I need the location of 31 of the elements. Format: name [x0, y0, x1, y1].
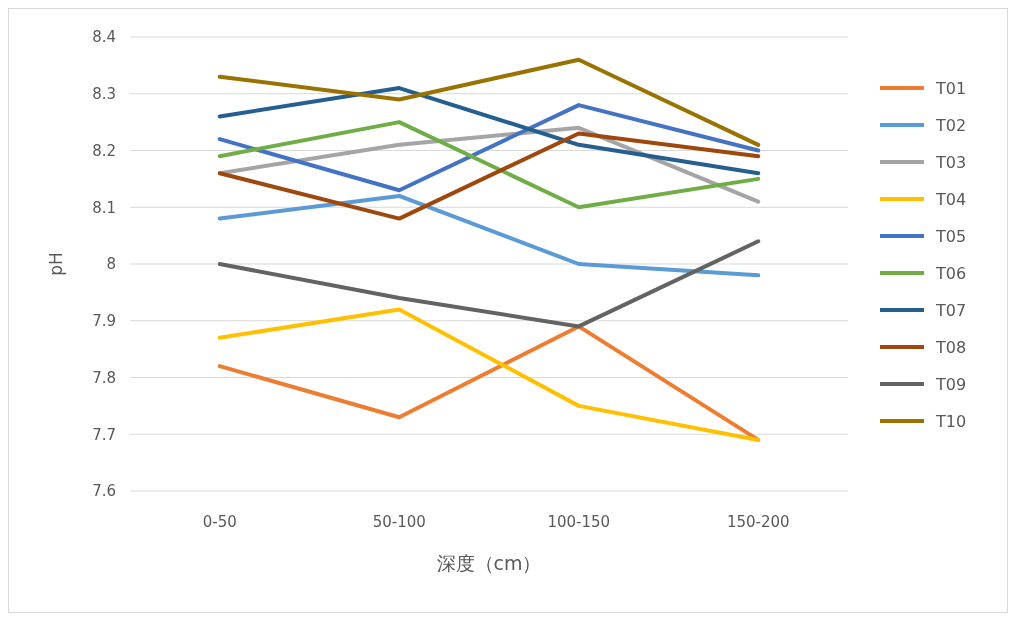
y-tick-label: 8.4	[92, 28, 116, 47]
legend-label: T01	[935, 78, 967, 98]
legend-label: T07	[935, 300, 967, 320]
legend-label: T04	[935, 189, 967, 209]
x-axis-title: 深度（cm）	[436, 552, 542, 574]
line-series	[217, 86, 761, 176]
line-series	[217, 193, 761, 278]
y-tick-label: 7.9	[92, 312, 116, 330]
y-tick-label: 7.7	[92, 425, 116, 444]
legend-label: T09	[935, 374, 967, 394]
x-tick-label: 100-150	[547, 513, 611, 531]
line-series	[217, 103, 761, 193]
legend-label: T03	[935, 152, 967, 172]
legend-label: T08	[935, 337, 967, 357]
x-tick-label: 150-200	[726, 513, 790, 531]
y-tick-label: 7.6	[92, 482, 116, 501]
legend-label: T05	[935, 226, 967, 246]
line-series	[217, 131, 761, 221]
y-tick-label: 8.2	[92, 141, 116, 160]
x-tick-label: 0-50	[202, 513, 237, 531]
y-axis-title: pH	[46, 252, 66, 276]
y-tick-label: 7.8	[92, 368, 116, 387]
y-tick-label: 8	[106, 255, 116, 274]
legend-label: T06	[935, 263, 967, 283]
y-tick-label: 8.1	[92, 198, 116, 217]
x-tick-label: 50-100	[372, 513, 426, 531]
legend-label: T02	[935, 115, 967, 135]
line-series	[217, 57, 761, 147]
line-series	[217, 239, 761, 329]
y-tick-label: 8.3	[92, 85, 116, 103]
legend-label: T10	[935, 411, 967, 431]
